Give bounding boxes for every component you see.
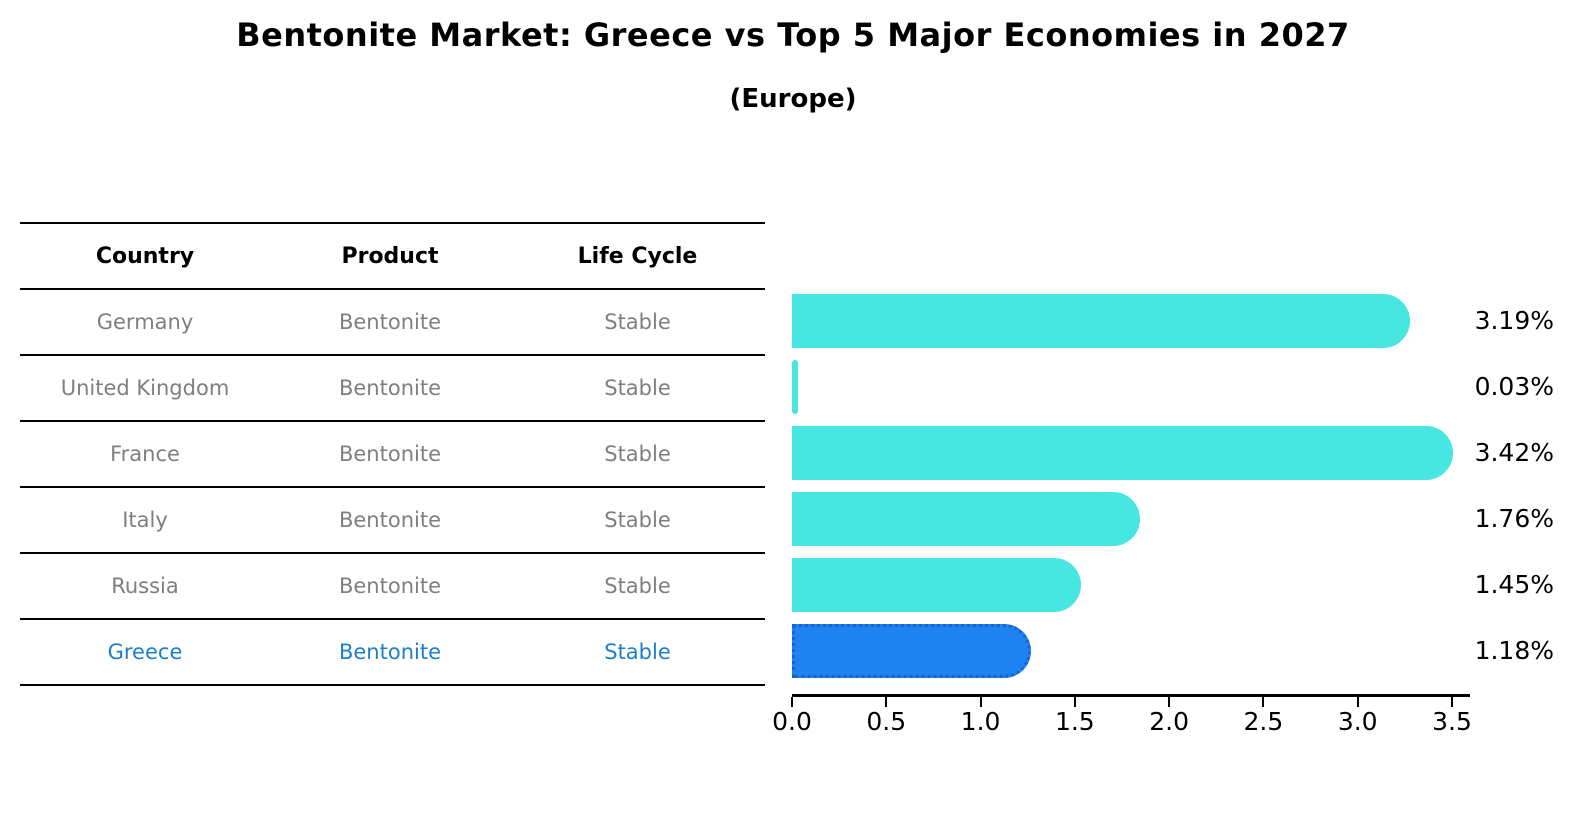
lifecycle-cell: Stable (604, 310, 671, 334)
bar-plot-area (792, 288, 1472, 684)
bar-italy (792, 492, 1140, 546)
bar-row (792, 420, 1472, 486)
bar-united-kingdom (792, 360, 798, 414)
x-tick-mark (979, 697, 982, 707)
bar-value-label: 3.42% (1474, 438, 1554, 467)
product-cell: Bentonite (338, 442, 442, 466)
bar-row (792, 354, 1472, 420)
x-tick-mark (885, 697, 888, 707)
country-cell: Greece (107, 640, 183, 664)
x-tick-label: 3.5 (1432, 707, 1472, 736)
column-header-product: Product (341, 243, 439, 269)
x-tick-mark (1262, 697, 1265, 707)
product-cell: Bentonite (338, 640, 442, 664)
chart-subtitle: (Europe) (729, 84, 857, 114)
product-cell: Bentonite (338, 310, 442, 334)
bar-russia (792, 558, 1082, 612)
bar-value-label: 1.18% (1474, 636, 1554, 665)
column-header-country: Country (95, 243, 195, 269)
country-cell: Russia (111, 574, 179, 598)
bar-row (792, 618, 1472, 684)
bar-row (792, 288, 1472, 354)
bar-value-label: 1.45% (1474, 570, 1554, 599)
product-cell: Bentonite (338, 508, 442, 532)
x-tick-label: 2.5 (1243, 707, 1284, 736)
lifecycle-cell: Stable (604, 640, 671, 664)
country-cell: France (110, 442, 180, 466)
lifecycle-cell: Stable (604, 574, 671, 598)
product-cell: Bentonite (338, 376, 442, 400)
bar-france (792, 426, 1453, 480)
x-tick-mark (1073, 697, 1076, 707)
lifecycle-cell: Stable (604, 376, 671, 400)
bar-greece-highlighted (792, 624, 1031, 678)
lifecycle-cell: Stable (604, 442, 671, 466)
x-tick-label: 0.0 (772, 707, 812, 736)
country-table: Country Product Life Cycle Germany Benton… (20, 222, 765, 686)
country-cell: Germany (96, 310, 194, 334)
table-body: Germany Bentonite Stable United Kingdom Bent… (20, 290, 765, 686)
country-cell: Italy (122, 508, 168, 532)
bar-germany (792, 294, 1410, 348)
table-row: Italy Bentonite Stable (20, 488, 765, 554)
x-axis-line (792, 694, 1470, 697)
x-tick-mark (1356, 697, 1359, 707)
table-row: Germany Bentonite Stable (20, 290, 765, 356)
bar-value-label: 0.03% (1474, 372, 1554, 401)
table-row: Greece Bentonite Stable (20, 620, 765, 686)
x-tick-label: 3.0 (1337, 707, 1378, 736)
country-cell: United Kingdom (60, 376, 230, 400)
table-row: France Bentonite Stable (20, 422, 765, 488)
bar-value-label: 1.76% (1474, 504, 1554, 533)
table-row: Russia Bentonite Stable (20, 554, 765, 620)
table-header-row: Country Product Life Cycle (20, 224, 765, 290)
product-cell: Bentonite (338, 574, 442, 598)
bar-row (792, 486, 1472, 552)
x-tick-label: 1.0 (960, 707, 1001, 736)
table-row: United Kingdom Bentonite Stable (20, 356, 765, 422)
x-tick-mark (791, 697, 793, 707)
x-tick-mark (1168, 697, 1171, 707)
chart-title: Bentonite Market: Greece vs Top 5 Major … (236, 16, 1350, 54)
lifecycle-cell: Stable (604, 508, 671, 532)
x-tick-label: 0.5 (866, 707, 907, 736)
bar-row (792, 552, 1472, 618)
bar-value-label: 3.19% (1474, 306, 1554, 335)
x-tick-mark (1451, 697, 1453, 707)
column-header-lifecycle: Life Cycle (577, 243, 698, 269)
x-tick-label: 1.5 (1054, 707, 1095, 736)
x-tick-label: 2.0 (1149, 707, 1190, 736)
